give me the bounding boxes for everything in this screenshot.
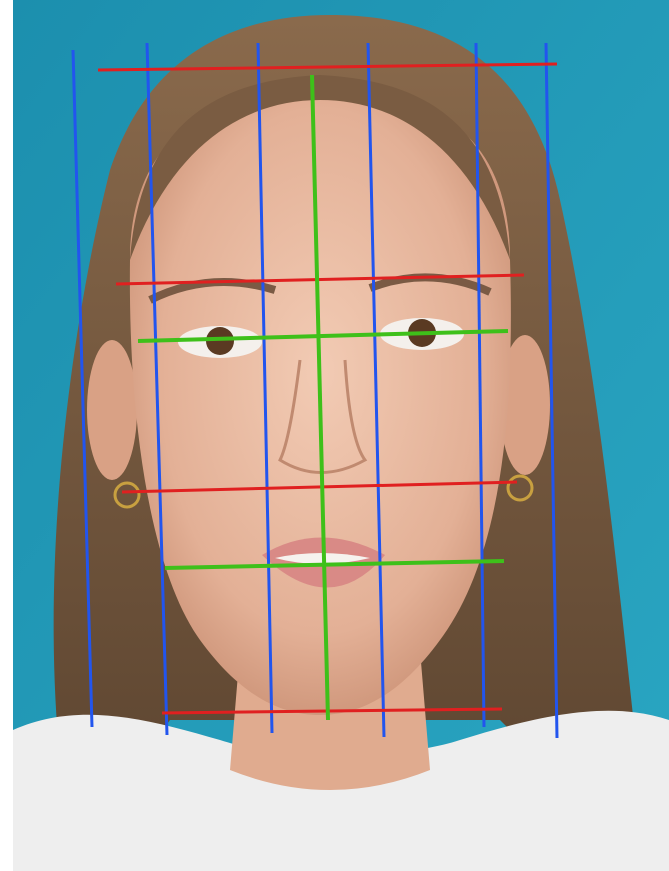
photo: [0, 0, 669, 871]
page: [0, 0, 669, 871]
ear: [87, 340, 137, 480]
